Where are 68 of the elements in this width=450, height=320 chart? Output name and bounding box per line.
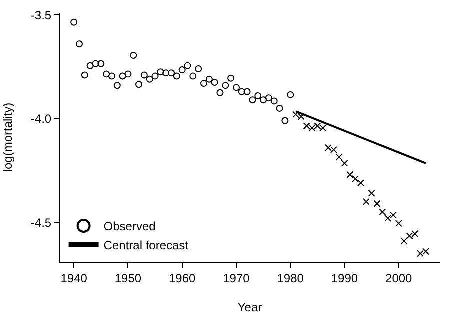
point [270,98,278,105]
point [124,70,132,78]
point [114,82,121,90]
point [352,176,360,182]
point [92,60,100,68]
x-tick-label: 1970 [223,271,250,286]
point [152,72,159,80]
point [76,40,83,48]
point [81,72,88,79]
legend-label: Observed [104,220,156,234]
point [379,208,386,216]
point [244,88,251,96]
y-tick-label: -4.0 [30,112,52,126]
point [287,91,294,98]
point [346,171,354,178]
point [162,70,170,77]
y-tick-label: -3.5 [30,8,52,22]
x-tick-label: 1990 [331,271,358,286]
point [238,88,246,96]
point [190,72,197,80]
point [184,62,192,70]
point [362,198,370,206]
point [400,238,408,245]
x-tick-label: 1980 [277,271,304,286]
point [254,92,262,100]
point [384,214,392,222]
point [368,190,376,198]
point [216,89,224,96]
point [206,76,213,83]
point [260,96,268,104]
point [146,76,154,83]
point [390,212,397,219]
point [136,81,143,88]
point [200,80,208,88]
point [336,154,343,161]
x-tick-label: 1940 [60,271,88,286]
point [249,96,256,104]
point [130,52,138,60]
point [173,72,180,80]
point [222,82,230,90]
y-axis-title: log(mortality) [1,102,16,172]
x-tick-label: 1950 [114,271,142,286]
point [357,180,364,187]
point [395,220,402,228]
point [276,104,284,112]
point [119,72,126,80]
point [341,160,348,167]
x-tick-label: 1960 [168,271,196,286]
point [98,60,105,68]
legend-label: Central forecast [104,238,190,253]
point [157,68,164,76]
point [282,117,289,124]
point [140,72,148,79]
y-tick-label: -4.5 [30,216,52,230]
point [178,66,186,74]
point [108,72,116,80]
point [232,84,240,92]
point [70,18,78,26]
point [265,94,272,102]
point [86,62,94,70]
point [195,66,202,73]
point [168,70,176,77]
point [374,200,381,208]
point [103,70,110,78]
point [211,79,218,86]
point [228,74,235,82]
x-tick-label: 2000 [386,271,413,286]
x-axis-title: Year [238,300,262,314]
